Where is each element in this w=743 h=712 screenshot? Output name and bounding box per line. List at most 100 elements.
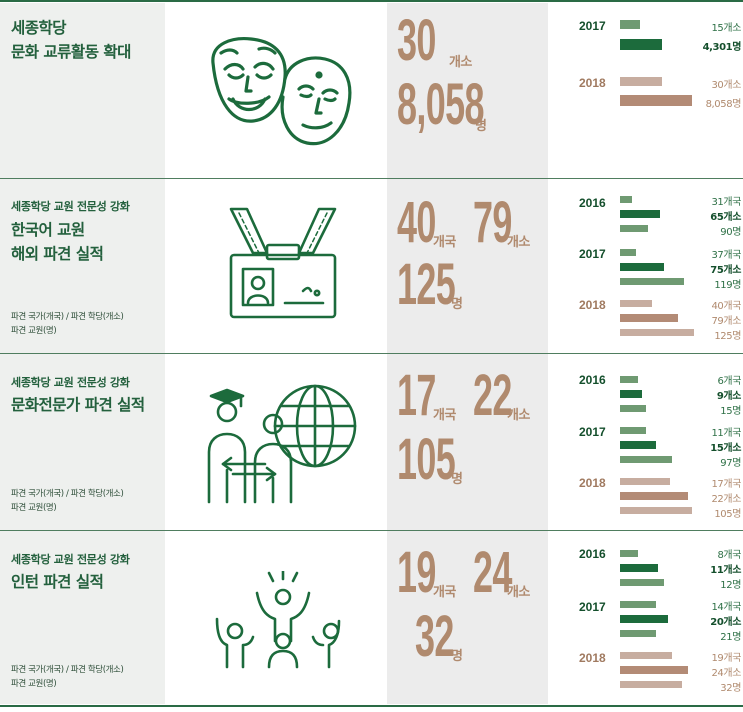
row-title-line1: 인턴 파견 실적 (11, 573, 104, 591)
bar-value-label: 11개국 (711, 428, 741, 439)
bar-value-label: 24개소 (711, 668, 741, 679)
year-label: 2016 (579, 373, 606, 387)
stat-unit: 명 (475, 119, 487, 134)
bar (620, 390, 642, 398)
stat-number: 32 (415, 604, 454, 669)
stat-number: 79 (473, 190, 512, 255)
bar (620, 456, 672, 463)
row-korean-teachers: 세종학당 교원 전문성 강화 한국어 교원 해외 파견 실적 파견 국가(개국)… (0, 179, 743, 353)
bar-value-label: 8개국 (717, 550, 741, 561)
bar (620, 550, 638, 557)
bar (620, 507, 692, 514)
bar (620, 405, 646, 412)
row-note: 파견 교원(명) (11, 326, 57, 336)
bar-value-label: 12명 (720, 580, 741, 591)
stat-unit: 명 (451, 649, 463, 664)
bar (620, 95, 692, 106)
row-title-line1: 세종학당 (11, 19, 67, 37)
row-note: 파견 국가(개국) / 파견 학당(개소) (11, 312, 124, 322)
row-interns: 세종학당 교원 전문성 강화 인턴 파견 실적 파견 국가(개국) / 파견 학… (0, 531, 743, 704)
bar (620, 20, 640, 29)
stat-unit: 명 (451, 297, 463, 312)
row-note: 파견 교원(명) (11, 503, 57, 513)
bar (620, 329, 694, 336)
row-divider (0, 353, 743, 354)
row-title-line1: 문화전문가 파견 실적 (11, 396, 145, 414)
bar (620, 579, 664, 586)
bar-value-label: 21명 (720, 632, 741, 643)
bar-chart: 2017 15개소 4,301명 2018 30개소 8,058명 (548, 3, 743, 178)
bar (620, 427, 646, 434)
bar-value-label: 105명 (714, 509, 741, 520)
bar-value-label: 17개국 (711, 479, 741, 490)
bar-value-label: 14개국 (711, 602, 741, 613)
bar (620, 376, 638, 383)
stat-unit: 명 (451, 472, 463, 487)
bar (620, 210, 660, 218)
icon-panel (165, 531, 387, 704)
stat-number: 19 (397, 540, 436, 605)
bar-value-label: 19개국 (711, 653, 741, 664)
row-subtitle: 세종학당 교원 전문성 강화 (11, 200, 130, 213)
row-label-panel: 세종학당 교원 전문성 강화 인턴 파견 실적 파견 국가(개국) / 파견 학… (0, 531, 165, 704)
bar-value-label: 31개국 (711, 197, 741, 208)
row-label-panel: 세종학당 교원 전문성 강화 한국어 교원 해외 파견 실적 파견 국가(개국)… (0, 179, 165, 353)
stat-number: 105 (397, 427, 456, 492)
bar-value-label: 90명 (720, 227, 741, 238)
year-label: 2018 (579, 76, 606, 90)
year-label: 2018 (579, 476, 606, 490)
number-panel: 40 개국 79 개소 125 명 (387, 179, 548, 353)
year-label: 2017 (579, 19, 606, 33)
bar-value-label: 15명 (720, 406, 741, 417)
bar (620, 681, 682, 688)
stat-number: 8,058 (397, 72, 485, 137)
bar-value-label: 37개국 (711, 250, 741, 261)
bar (620, 615, 668, 623)
bar-value-label: 22개소 (711, 494, 741, 505)
bar-value-label: 79개소 (711, 316, 741, 327)
bar (620, 666, 688, 674)
year-label: 2018 (579, 298, 606, 312)
bar-chart: 2016 31개국 65개소 90명 2017 37개국 75개소 119명 2… (548, 179, 743, 353)
number-panel: 19 개국 24 개소 32 명 (387, 531, 548, 704)
row-divider (0, 530, 743, 531)
bar (620, 196, 632, 203)
bar-value-label: 125명 (714, 331, 741, 342)
bar (620, 249, 636, 256)
stat-number: 125 (397, 252, 456, 317)
stat-unit: 개소 (507, 585, 530, 600)
year-label: 2016 (579, 196, 606, 210)
year-label: 2017 (579, 600, 606, 614)
id-badge-icon (229, 207, 337, 319)
bar-value-label: 9개소 (716, 391, 742, 402)
bar (620, 300, 652, 307)
bar-value-label: 119명 (714, 280, 741, 291)
number-panel: 17 개국 22 개소 105 명 (387, 354, 548, 530)
row-title-line2: 문화 교류활동 확대 (11, 43, 131, 61)
row-culture-exchange: 세종학당 문화 교류활동 확대 (0, 3, 743, 178)
year-label: 2017 (579, 247, 606, 261)
icon-panel (165, 354, 387, 530)
stat-unit: 개소 (507, 235, 530, 250)
row-note: 파견 국가(개국) / 파견 학당(개소) (11, 489, 124, 499)
bar-value-label: 40개국 (711, 301, 741, 312)
bar (620, 278, 684, 285)
stat-unit: 개소 (449, 55, 472, 70)
bar-chart: 2016 6개국 9개소 15명 2017 11개국 15개소 97명 2018… (548, 354, 743, 530)
row-note: 파견 국가(개국) / 파견 학당(개소) (11, 665, 124, 675)
bar (620, 225, 648, 232)
global-exchange-icon (207, 384, 357, 504)
row-title-line2: 해외 파견 실적 (11, 245, 104, 263)
cheering-people-icon (215, 571, 341, 669)
bar-value-label: 32명 (720, 683, 741, 694)
row-subtitle: 세종학당 교원 전문성 강화 (11, 376, 130, 389)
bar (620, 39, 662, 50)
bar-value-label: 15개소 (711, 23, 741, 34)
year-label: 2018 (579, 651, 606, 665)
bar (620, 478, 670, 485)
bar-value-label: 15개소 (710, 443, 741, 454)
bottom-rule (0, 705, 743, 707)
bar-value-label: 8,058명 (705, 99, 742, 110)
top-rule (0, 0, 743, 2)
bar (620, 652, 672, 659)
